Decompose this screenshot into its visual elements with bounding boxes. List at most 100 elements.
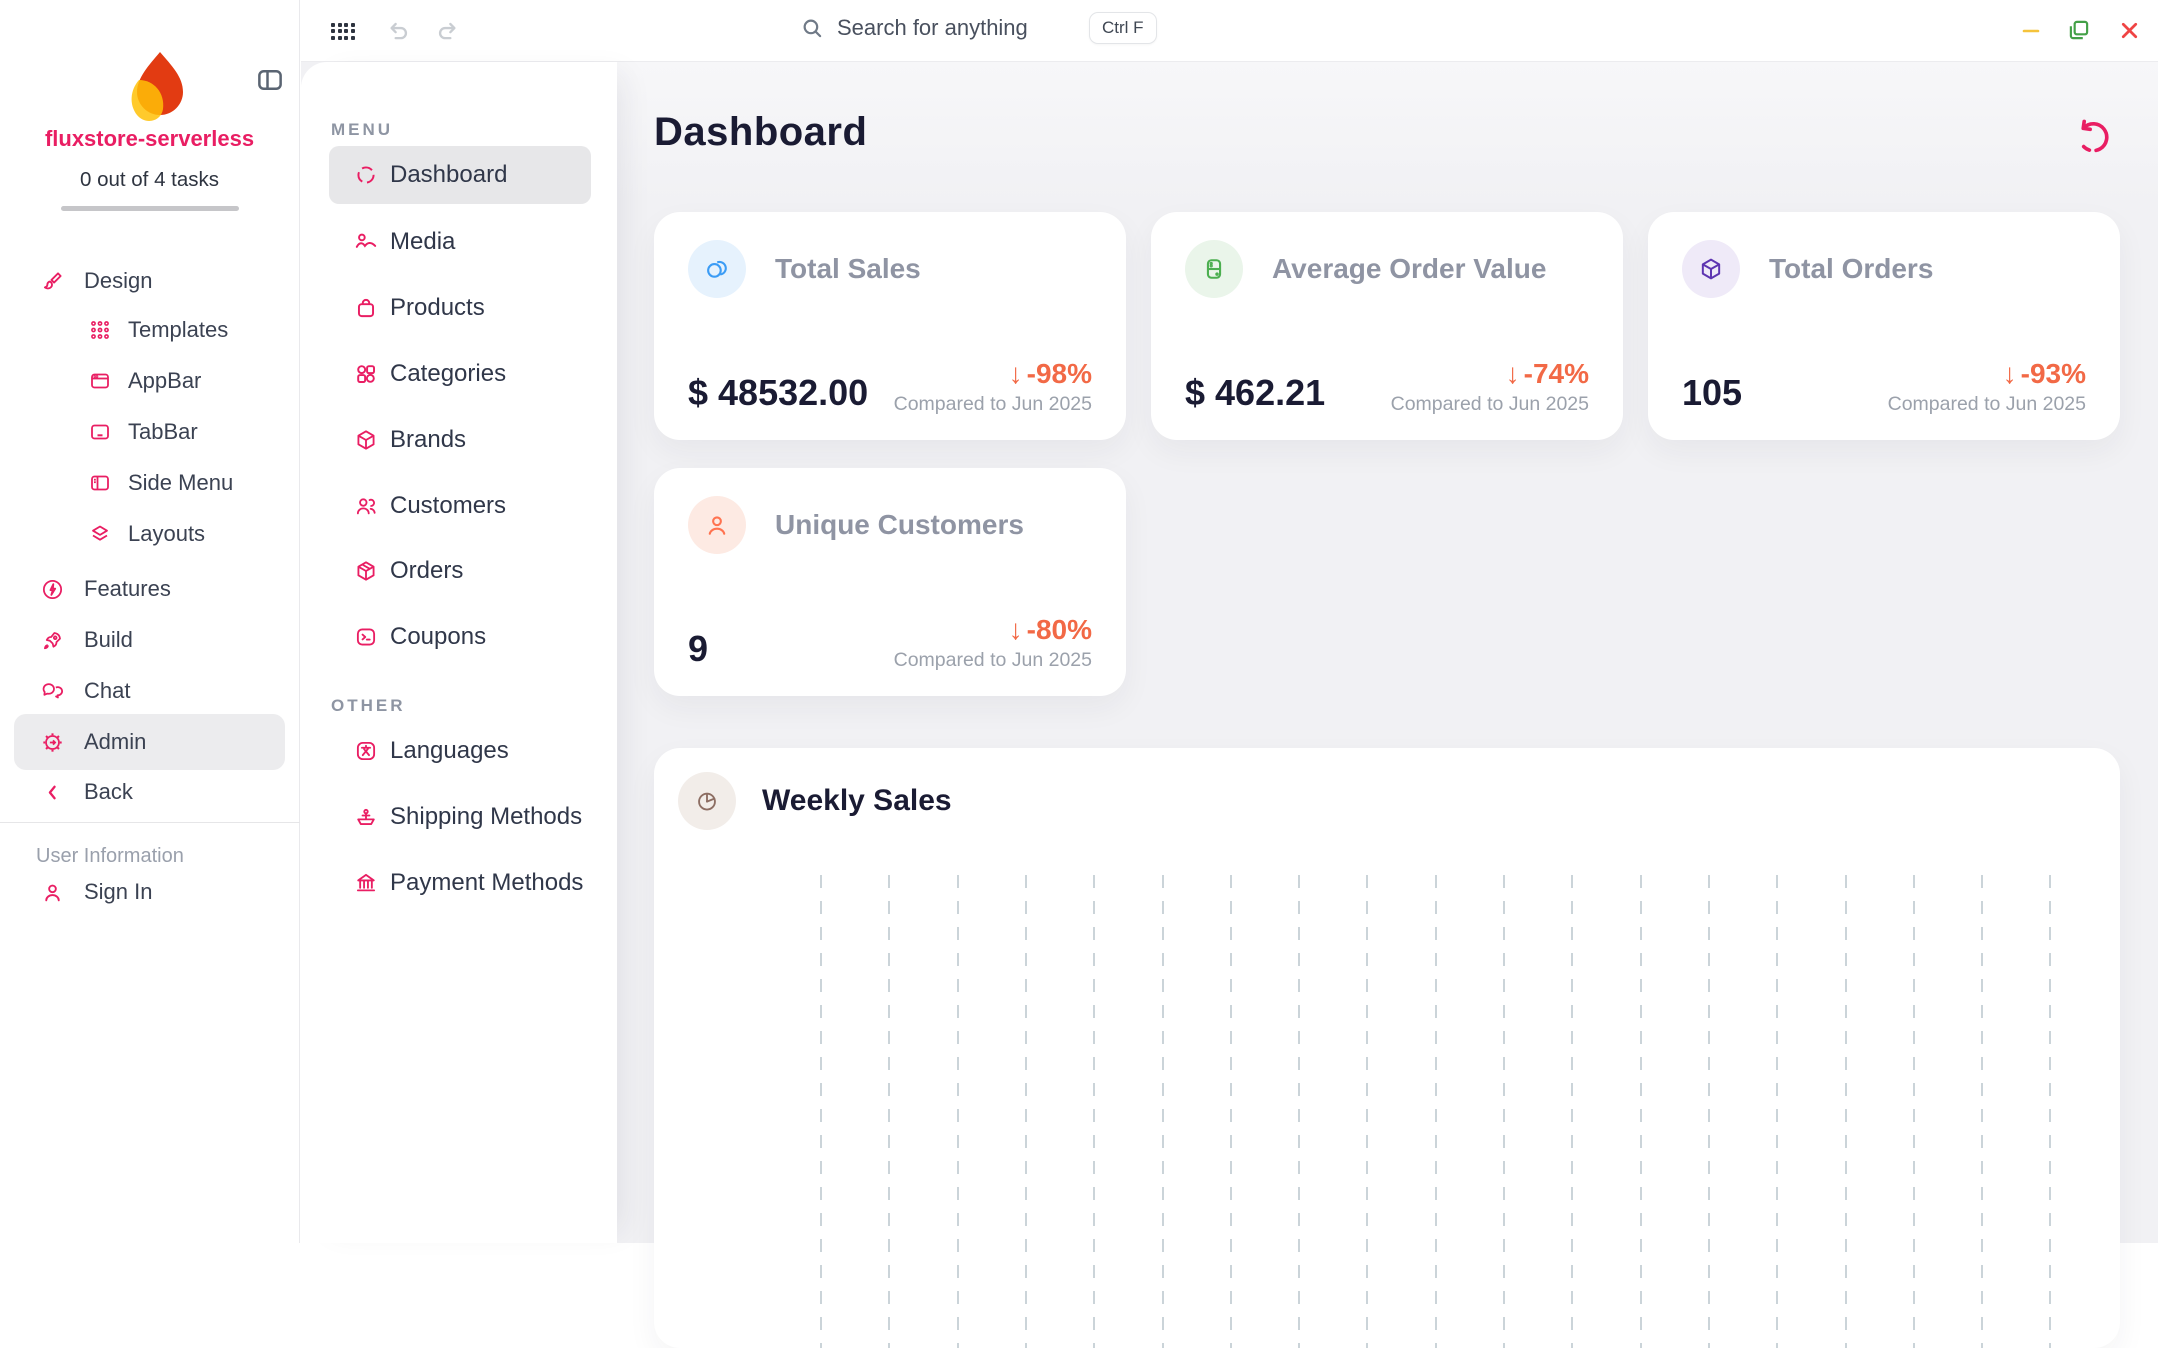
stat-value: 105 [1682, 372, 1742, 414]
user-icon [40, 880, 65, 905]
rocket-icon [40, 628, 65, 653]
stat-card-unique-customers: Unique Customers 9 ↓-80% Compared to Jun… [654, 468, 1126, 696]
menu-item-label: Customers [390, 492, 506, 520]
redo-button[interactable] [433, 16, 463, 46]
chart-gridline [1640, 875, 1642, 1348]
pie-chart-icon [693, 787, 721, 815]
sidebar-item-features[interactable]: Features [0, 567, 300, 611]
sidebar-item-sign-in[interactable]: Sign In [0, 870, 300, 914]
panel-left-icon [255, 65, 285, 95]
down-arrow-icon: ↓ [1506, 358, 1520, 390]
stat-title: Average Order Value [1272, 253, 1546, 285]
titlebar: Ctrl F [301, 0, 2158, 62]
dashed-circle-icon [353, 162, 379, 188]
stat-card-total-sales: Total Sales $ 48532.00 ↓-98% Compared to… [654, 212, 1126, 440]
cube-icon [353, 427, 379, 453]
menu-item-payment-methods[interactable]: Payment Methods [301, 859, 617, 907]
sidebar-item-back[interactable]: Back [0, 770, 300, 814]
menu-item-brands[interactable]: Brands [301, 416, 617, 464]
stat-card-total-orders: Total Orders 105 ↓-93% Compared to Jun 2… [1648, 212, 2120, 440]
sidebar-item-build[interactable]: Build [0, 618, 300, 662]
stat-title: Unique Customers [775, 509, 1024, 541]
tabbar-icon [88, 420, 112, 444]
templates-grid-icon [88, 318, 112, 342]
sidebar-item-side-menu[interactable]: Side Menu [0, 461, 300, 505]
chart-gridline [1708, 875, 1710, 1348]
stat-card-average-order-value: Average Order Value $ 462.21 ↓-74% Compa… [1151, 212, 1623, 440]
menu-item-label: Media [390, 228, 455, 256]
translate-icon [353, 738, 379, 764]
redo-icon [434, 17, 462, 45]
sidebar-item-label: TabBar [128, 419, 198, 445]
sidebar-item-label: Design [84, 268, 152, 294]
menu-item-shipping-methods[interactable]: Shipping Methods [301, 793, 617, 841]
stat-compare: Compared to Jun 2025 [894, 649, 1092, 672]
sidebar-item-chat[interactable]: Chat [0, 669, 300, 713]
brush-icon [40, 269, 65, 294]
chart-gridline [1435, 875, 1437, 1348]
menu-item-label: Shipping Methods [390, 803, 582, 831]
chat-bubbles-icon [40, 679, 65, 704]
sidebar-item-label: AppBar [128, 368, 201, 394]
cash-register-icon [1200, 255, 1228, 283]
categories-icon [353, 361, 379, 387]
sidebar-item-label: Sign In [84, 879, 153, 905]
menu-item-label: Products [390, 294, 485, 322]
menu-item-coupons[interactable]: Coupons [301, 613, 617, 661]
weekly-sales-title: Weekly Sales [762, 784, 952, 818]
shopping-bag-icon [353, 295, 379, 321]
sidebar-item-admin[interactable]: Admin [14, 714, 285, 770]
bank-icon [353, 870, 379, 896]
menu-item-orders[interactable]: Orders [301, 547, 617, 595]
chart-gridline [1913, 875, 1915, 1348]
menu-item-languages[interactable]: Languages [301, 727, 617, 775]
minimize-button[interactable] [2018, 18, 2044, 44]
menu-item-products[interactable]: Products [301, 284, 617, 332]
menu-item-categories[interactable]: Categories [301, 350, 617, 398]
sidebar-item-tabbar[interactable]: TabBar [0, 410, 300, 454]
stat-value: $ 462.21 [1185, 372, 1325, 414]
search-input[interactable] [837, 15, 1077, 41]
project-name: fluxstore-serverless [0, 126, 299, 152]
down-arrow-icon: ↓ [2003, 358, 2017, 390]
maximize-button[interactable] [2065, 16, 2093, 44]
coins-icon [703, 255, 731, 283]
chart-gridline [1230, 875, 1232, 1348]
sidebar-item-label: Side Menu [128, 470, 233, 496]
image-icon [353, 229, 379, 255]
menu-item-customers[interactable]: Customers [301, 482, 617, 530]
undo-icon [384, 17, 412, 45]
appbar-icon [88, 369, 112, 393]
people-icon [353, 493, 379, 519]
undo-button[interactable] [383, 16, 413, 46]
sidebar-item-label: Admin [84, 729, 146, 755]
stat-title: Total Orders [1769, 253, 1933, 285]
stat-value: $ 48532.00 [688, 372, 868, 414]
tasks-progress-bar [61, 206, 239, 211]
sidebar-item-templates[interactable]: Templates [0, 308, 300, 352]
apps-grid-button[interactable] [331, 19, 355, 43]
close-icon [2117, 18, 2142, 43]
stat-compare: Compared to Jun 2025 [1888, 393, 2086, 416]
sidebar-item-appbar[interactable]: AppBar [0, 359, 300, 403]
maximize-icon [2066, 17, 2092, 43]
chart-gridline [1366, 875, 1368, 1348]
chart-gridline [888, 875, 890, 1348]
collapse-sidebar-button[interactable] [254, 64, 286, 96]
stat-change: -93% [2021, 358, 2086, 390]
menu-item-dashboard[interactable]: Dashboard [329, 146, 591, 204]
menu-item-media[interactable]: Media [301, 218, 617, 266]
tasks-progress-label: 0 out of 4 tasks [0, 168, 299, 192]
close-button[interactable] [2116, 17, 2143, 44]
refresh-button[interactable] [2070, 114, 2116, 160]
divider [0, 822, 300, 823]
person-icon [703, 511, 731, 539]
chart-gridline [957, 875, 959, 1348]
stat-change: -98% [1027, 358, 1092, 390]
down-arrow-icon: ↓ [1009, 358, 1023, 390]
sidebar-item-layouts[interactable]: Layouts [0, 512, 300, 556]
chart-gridline [1571, 875, 1573, 1348]
stat-change: -80% [1027, 614, 1092, 646]
order-cube-icon [1697, 255, 1725, 283]
sidebar-item-design[interactable]: Design [0, 259, 300, 303]
